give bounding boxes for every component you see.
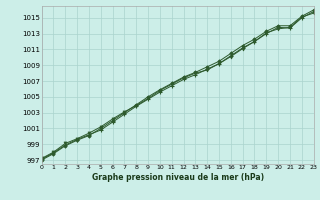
X-axis label: Graphe pression niveau de la mer (hPa): Graphe pression niveau de la mer (hPa) <box>92 173 264 182</box>
